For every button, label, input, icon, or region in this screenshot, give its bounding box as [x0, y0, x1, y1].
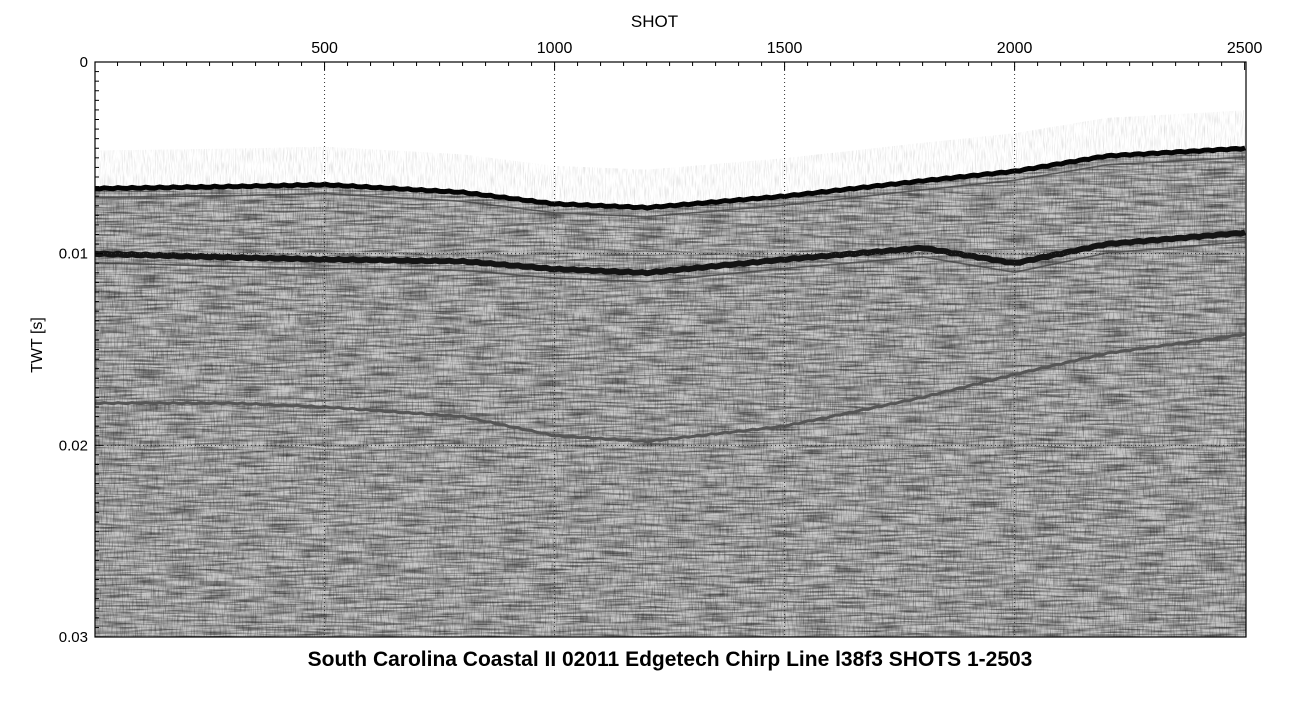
axis-ticks: 500 1000 1500 2000 2500 0 0.01 0.02 0.03 — [59, 40, 1263, 646]
y-tick-label: 0 — [80, 54, 88, 71]
x-axis-title: SHOT — [630, 12, 679, 31]
reflector-seafloor — [95, 145, 1246, 211]
seismic-image — [95, 62, 1246, 637]
reflector-subbottom-echo — [95, 240, 1246, 283]
x-tick-label: 1000 — [537, 40, 573, 57]
reflector-seafloor-echo — [95, 156, 1246, 218]
y-tick-label: 0.02 — [59, 437, 88, 454]
reflector-deep-reflector — [95, 332, 1246, 444]
sediment-texture-vertical — [95, 148, 1246, 637]
y-tick-label: 0.03 — [59, 629, 88, 646]
reflector-subbottom — [95, 229, 1246, 277]
x-tick-label: 1500 — [767, 40, 803, 57]
x-tick-label: 2500 — [1227, 40, 1263, 57]
x-tick-label: 2000 — [997, 40, 1033, 57]
x-tick-label: 500 — [311, 40, 338, 57]
chart-title: South Carolina Coastal II 02011 Edgetech… — [307, 648, 1033, 671]
y-tick-label: 0.01 — [59, 246, 88, 263]
